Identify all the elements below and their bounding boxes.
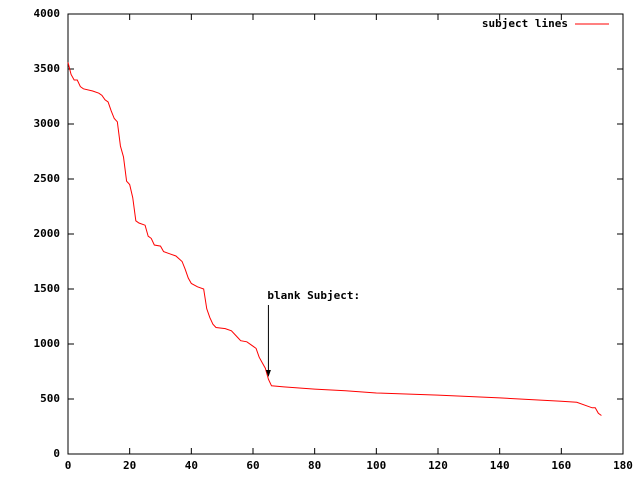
x-tick-label: 100 (366, 459, 386, 472)
x-tick-label: 0 (65, 459, 72, 472)
y-tick-label: 1500 (34, 282, 61, 295)
x-tick-label: 40 (185, 459, 198, 472)
annotation-arrowhead (265, 370, 271, 377)
y-tick-label: 0 (53, 447, 60, 460)
y-tick-label: 3000 (34, 117, 61, 130)
y-tick-label: 3500 (34, 62, 61, 75)
x-tick-label: 120 (428, 459, 448, 472)
y-tick-label: 1000 (34, 337, 61, 350)
y-tick-label: 2500 (34, 172, 61, 185)
plot-frame (67, 13, 624, 455)
legend-label: subject lines (482, 17, 568, 30)
y-tick-label: 2000 (34, 227, 61, 240)
data-line (67, 62, 602, 416)
x-tick-label: 20 (123, 459, 136, 472)
annotation: blank Subject: (267, 289, 360, 302)
x-tick-label: 180 (613, 459, 633, 472)
y-tick-label: 500 (40, 392, 60, 405)
x-tick-label: 160 (551, 459, 571, 472)
x-tick-label: 140 (490, 459, 510, 472)
x-tick-label: 60 (246, 459, 259, 472)
x-tick-label: 80 (308, 459, 321, 472)
y-tick-label: 4000 (34, 7, 61, 20)
